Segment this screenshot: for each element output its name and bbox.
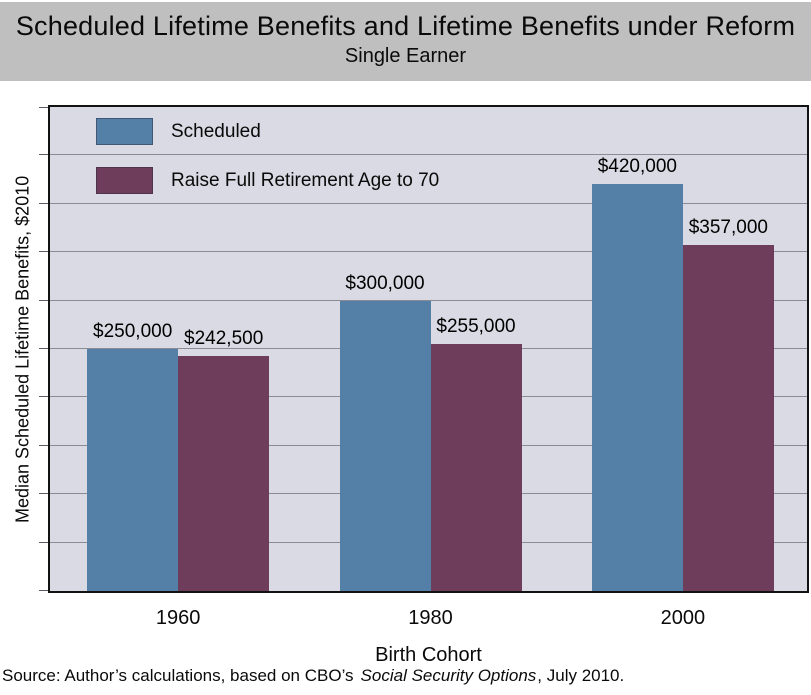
x-tick-label-1980: 1980 [408,607,453,629]
y-axis-title: Median Scheduled Lifetime Benefits, $201… [12,175,33,523]
source-note: Source: Author’s calculations, based on … [2,666,624,686]
source-note-suffix: , July 2010. [537,666,625,685]
y-axis-tick [39,444,48,446]
x-tick-label-1960: 1960 [155,607,201,629]
y-axis-tick [39,202,48,204]
bar-1980-reform [430,344,522,591]
bar-value-label: $300,000 [345,273,425,294]
x-tick-label-2000: 2000 [660,607,706,629]
x-axis-tick-labels: 1960 1980 2000 [50,607,807,633]
plot-frame: $250,000 $242,500 $300,000 $255,000 $420,000… [39,105,809,593]
bar-1980-scheduled [339,301,431,591]
y-axis-tick [39,154,48,156]
bar-1960-reform [178,356,270,591]
y-axis-tick [39,251,48,253]
y-axis-tick [39,541,48,543]
plot-area: $250,000 $242,500 $300,000 $255,000 $420,000… [39,107,807,591]
bar-value-label: $242,500 [184,328,264,349]
legend-swatch [96,167,153,194]
bar-2000-scheduled [591,184,683,591]
chart-subtitle: Single Earner [344,45,467,67]
y-axis-tick [39,493,48,495]
gridline [50,299,807,301]
bar-value-label: $420,000 [597,156,677,177]
legend-label: Scheduled [171,120,261,142]
y-axis-tick [39,590,48,591]
bar-value-label: $250,000 [93,321,173,342]
y-axis-tick [39,348,48,349]
legend-swatch [96,118,153,145]
bar-value-label: $255,000 [436,316,516,337]
bar-2000-reform [682,245,774,591]
chart-title: Scheduled Lifetime Benefits and Lifetime… [15,11,796,41]
legend-entry-reform: Raise Full Retirement Age to 70 [96,167,439,194]
x-axis-title: Birth Cohort [375,644,482,666]
bar-1960-scheduled [87,349,179,591]
source-note-publication: Social Security Options [360,666,537,685]
gridline [50,202,807,204]
bar-value-label: $357,000 [688,217,768,238]
source-note-prefix: Source: Author’s calculations, based on … [2,666,354,685]
y-axis-tick [39,299,48,301]
legend-label: Raise Full Retirement Age to 70 [171,169,440,191]
gridline [50,154,807,156]
y-axis-tick [39,396,48,398]
chart-title-band: Scheduled Lifetime Benefits and Lifetime… [0,2,811,81]
legend-entry-scheduled: Scheduled [96,118,439,145]
gridline [50,251,807,253]
y-axis-tick [39,107,48,108]
chart-legend: Scheduled Raise Full Retirement Age to 70 [96,118,439,216]
